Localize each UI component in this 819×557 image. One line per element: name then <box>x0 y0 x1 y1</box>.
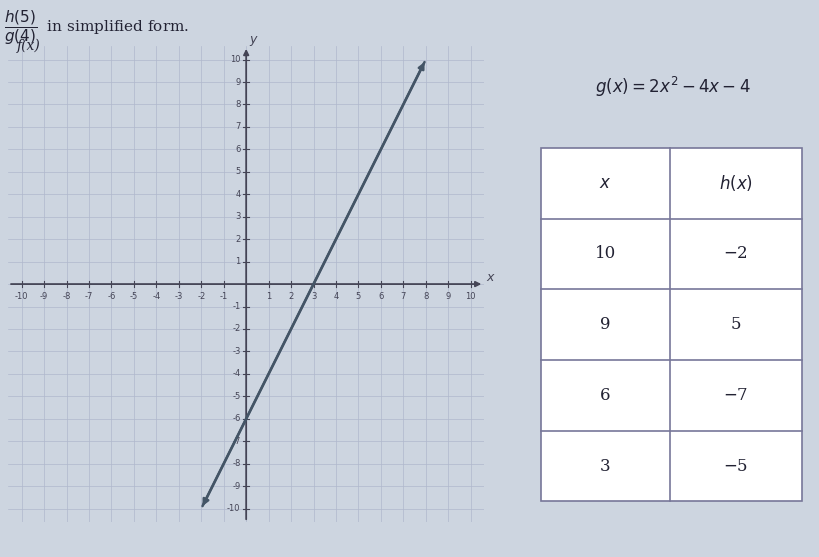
Text: 9: 9 <box>600 316 610 333</box>
Text: $x$: $x$ <box>599 175 611 192</box>
Text: 2: 2 <box>288 292 294 301</box>
Text: -3: -3 <box>174 292 183 301</box>
Text: 8: 8 <box>235 100 241 109</box>
Text: 10: 10 <box>465 292 476 301</box>
Text: -7: -7 <box>232 437 241 446</box>
Text: -7: -7 <box>85 292 93 301</box>
Text: -9: -9 <box>40 292 48 301</box>
Text: $\dfrac{h(5)}{g(4)}$  in simplified form.: $\dfrac{h(5)}{g(4)}$ in simplified form. <box>4 8 189 47</box>
Text: -8: -8 <box>232 459 241 468</box>
Text: 7: 7 <box>235 123 241 131</box>
Text: y: y <box>249 33 256 46</box>
Text: 6: 6 <box>378 292 383 301</box>
Text: -5: -5 <box>233 392 241 401</box>
Text: 10: 10 <box>595 246 616 262</box>
Text: $-$2: $-$2 <box>723 246 748 262</box>
Text: -5: -5 <box>129 292 138 301</box>
Text: f(x): f(x) <box>17 38 41 53</box>
Text: 5: 5 <box>355 292 361 301</box>
Text: 4: 4 <box>333 292 338 301</box>
Text: $-$7: $-$7 <box>723 387 749 404</box>
Text: -6: -6 <box>232 414 241 423</box>
Text: -10: -10 <box>227 504 241 513</box>
Text: 4: 4 <box>235 190 241 199</box>
Text: 5: 5 <box>235 167 241 177</box>
Text: 5: 5 <box>731 316 741 333</box>
Text: -8: -8 <box>62 292 70 301</box>
Text: 3: 3 <box>235 212 241 221</box>
Text: -1: -1 <box>219 292 228 301</box>
Text: 8: 8 <box>423 292 428 301</box>
Text: 9: 9 <box>446 292 451 301</box>
Text: -1: -1 <box>233 302 241 311</box>
Text: 2: 2 <box>235 234 241 243</box>
Text: 3: 3 <box>600 457 610 475</box>
Text: 9: 9 <box>235 77 241 86</box>
Text: $h(x)$: $h(x)$ <box>718 173 753 193</box>
Text: -6: -6 <box>107 292 115 301</box>
Text: -10: -10 <box>15 292 29 301</box>
Text: 1: 1 <box>266 292 271 301</box>
Text: 7: 7 <box>400 292 406 301</box>
Text: 10: 10 <box>230 55 241 64</box>
Text: -4: -4 <box>152 292 161 301</box>
Text: -9: -9 <box>233 482 241 491</box>
Text: 6: 6 <box>235 145 241 154</box>
Text: -3: -3 <box>232 347 241 356</box>
Text: -2: -2 <box>233 325 241 334</box>
Text: 1: 1 <box>235 257 241 266</box>
Text: 6: 6 <box>600 387 610 404</box>
Text: x: x <box>486 271 494 284</box>
Text: 3: 3 <box>311 292 316 301</box>
Text: -4: -4 <box>233 369 241 378</box>
Text: $g(x) = 2x^2 - 4x - 4$: $g(x) = 2x^2 - 4x - 4$ <box>595 75 750 99</box>
Text: $-$5: $-$5 <box>723 457 749 475</box>
Text: -2: -2 <box>197 292 206 301</box>
